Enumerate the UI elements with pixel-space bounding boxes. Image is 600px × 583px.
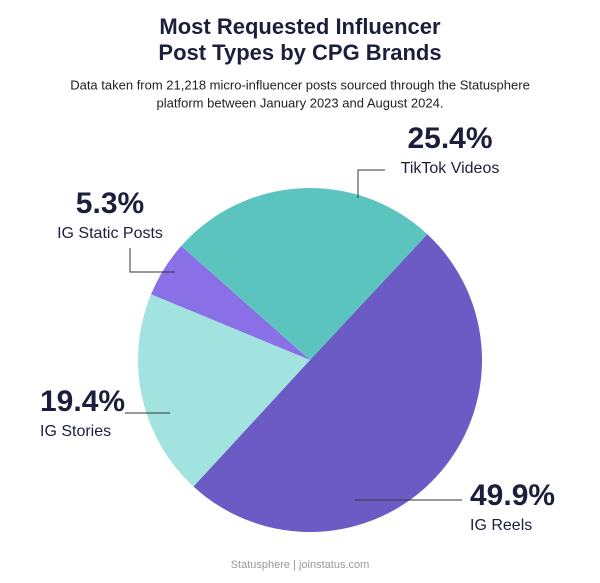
leader-line [129,248,175,273]
pie-slice [181,188,428,360]
value-label: 25.4% [407,122,492,155]
chart-title: Post Types by CPG Brands [158,40,441,65]
subtitle: Data taken from 21,218 micro-influencer … [70,77,530,92]
subtitle: platform between January 2023 and August… [157,95,444,110]
value-label: 19.4% [40,385,125,418]
pie-slice [193,234,483,533]
value-label: 49.9% [470,479,555,512]
pie-slice [137,294,310,487]
footer: Statusphere | joinstatus.com [231,559,370,571]
slice-label: IG Reels [470,517,532,534]
value-label: 5.3% [76,187,144,220]
leader-line [357,169,385,198]
pie-slice [151,245,310,360]
slice-label: IG Stories [40,423,111,440]
slice-label: TikTok Videos [401,160,500,177]
slice-label: IG Static Posts [57,225,163,242]
chart-title: Most Requested Influencer [159,14,441,39]
